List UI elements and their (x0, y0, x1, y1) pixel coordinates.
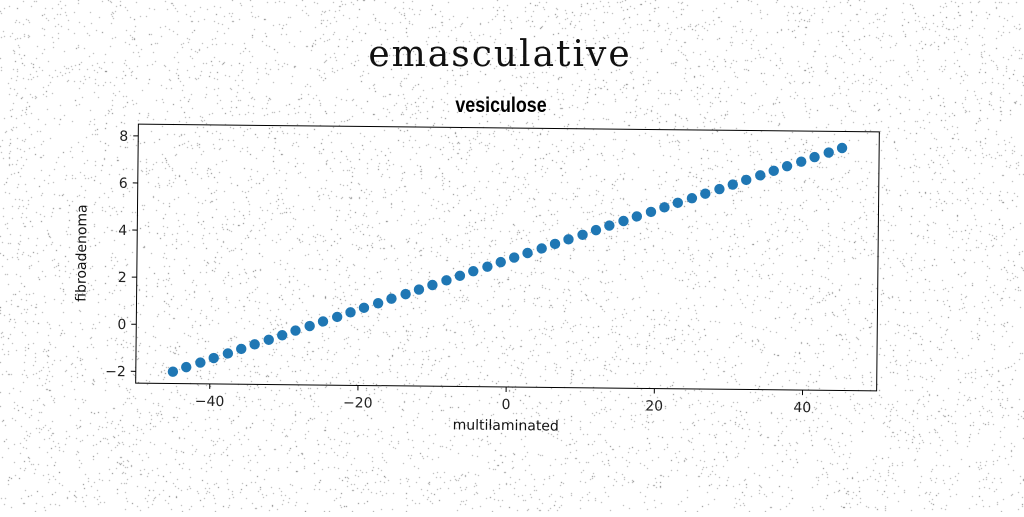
data-point (782, 161, 793, 172)
data-point (359, 303, 370, 314)
data-point (195, 357, 206, 368)
data-point (509, 252, 520, 263)
data-point (755, 170, 766, 181)
data-point (823, 147, 834, 158)
data-point (345, 307, 356, 318)
y-tick-label: 6 (119, 176, 128, 192)
data-point (236, 344, 247, 355)
data-point (181, 362, 192, 373)
y-axis-label: fibroadenoma (74, 204, 91, 302)
y-axis-ticks: −2 0 2 4 6 8 (105, 129, 138, 381)
data-point (208, 353, 219, 364)
x-tick-label: 40 (793, 400, 811, 416)
data-point (796, 156, 807, 167)
data-point (168, 366, 179, 377)
data-point (577, 230, 588, 241)
x-tick-label: 20 (645, 398, 663, 414)
data-point (249, 339, 260, 350)
data-point (728, 179, 739, 190)
data-point (632, 211, 643, 222)
data-point (714, 184, 725, 195)
data-point (414, 284, 425, 295)
data-point (263, 335, 274, 346)
x-tick-label: −40 (195, 394, 225, 410)
data-point (536, 243, 547, 254)
data-point (618, 216, 629, 227)
data-point (427, 280, 438, 291)
x-axis-ticks: −40 −20 0 20 40 (195, 384, 812, 416)
plot-frame (136, 124, 880, 391)
data-point (318, 316, 329, 327)
y-tick-label: 0 (117, 317, 126, 333)
data-point (563, 234, 574, 245)
data-point (277, 330, 288, 341)
data-point (496, 257, 507, 268)
data-point (400, 289, 411, 300)
data-point (550, 239, 561, 250)
data-point (522, 248, 533, 259)
x-axis-label: multilaminated (453, 417, 559, 434)
data-point (441, 275, 452, 286)
data-point (455, 271, 466, 282)
data-point (591, 225, 602, 236)
data-point (659, 202, 670, 213)
data-point (687, 193, 698, 204)
data-point (837, 143, 848, 154)
data-point (741, 175, 752, 186)
data-point (809, 152, 820, 163)
data-point (673, 198, 684, 209)
x-tick-label: −20 (343, 395, 373, 411)
data-point (386, 293, 397, 304)
data-point (373, 298, 384, 309)
data-point (468, 266, 479, 277)
data-point (290, 325, 301, 336)
data-point (768, 166, 779, 177)
data-point (482, 261, 493, 272)
y-tick-label: −2 (105, 364, 126, 380)
y-tick-label: 4 (118, 223, 127, 239)
data-points (168, 136, 848, 384)
y-tick-label: 2 (118, 270, 127, 286)
y-tick-label: 8 (119, 129, 128, 145)
data-point (646, 207, 657, 218)
x-tick-label: 0 (501, 397, 510, 413)
data-point (332, 312, 343, 323)
data-point (604, 220, 615, 231)
data-point (700, 188, 711, 199)
data-point (223, 348, 234, 359)
data-point (304, 321, 315, 332)
